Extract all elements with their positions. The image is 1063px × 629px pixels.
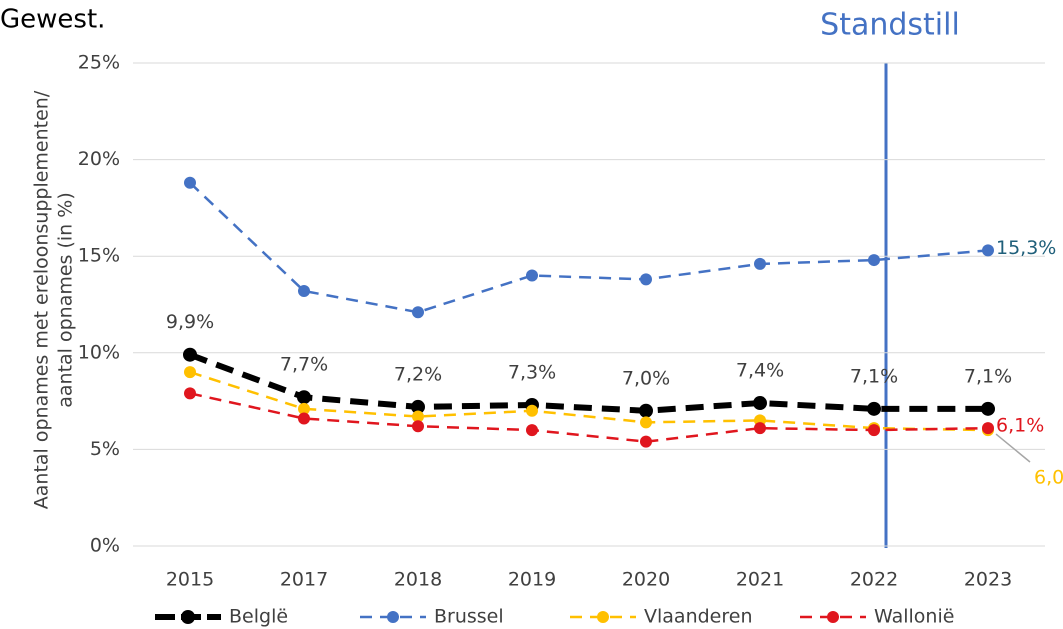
data-point bbox=[298, 284, 310, 297]
chart-title: Gewest. bbox=[0, 5, 105, 35]
data-label: 6,1% bbox=[996, 415, 1044, 437]
data-label: 7,7% bbox=[280, 354, 328, 376]
legend-label: Vlaanderen bbox=[644, 606, 752, 628]
x-tick-label: 2020 bbox=[622, 569, 670, 591]
data-point bbox=[526, 269, 538, 282]
data-label: 7,3% bbox=[508, 361, 556, 383]
data-point bbox=[640, 273, 652, 286]
y-tick-label: 10% bbox=[78, 341, 120, 363]
x-tick-label: 2021 bbox=[736, 569, 784, 591]
data-point bbox=[184, 176, 196, 189]
leader-line bbox=[995, 433, 1031, 463]
data-label: 7,0% bbox=[622, 367, 670, 389]
data-point bbox=[526, 404, 538, 417]
legend-marker bbox=[827, 611, 839, 623]
x-tick-label: 2022 bbox=[850, 569, 898, 591]
x-tick-label: 2019 bbox=[508, 569, 556, 591]
x-tick-label: 2018 bbox=[394, 569, 442, 591]
data-point bbox=[867, 401, 881, 416]
data-point bbox=[412, 306, 424, 319]
y-tick-label: 15% bbox=[78, 245, 120, 267]
data-point bbox=[412, 410, 424, 423]
y-tick-label: 0% bbox=[90, 535, 120, 557]
data-point bbox=[298, 412, 310, 425]
y-tick-label: 25% bbox=[78, 52, 120, 74]
data-point bbox=[753, 396, 767, 411]
annotation: Standstill bbox=[820, 8, 960, 43]
series-line bbox=[188, 351, 988, 414]
data-label: 7,4% bbox=[736, 360, 784, 382]
data-point bbox=[640, 416, 652, 429]
y-axis-label: aantal opnames (in %) bbox=[55, 192, 77, 408]
y-tick-label: 5% bbox=[90, 438, 120, 460]
series-line bbox=[189, 181, 989, 314]
legend-label: Wallonië bbox=[874, 606, 954, 628]
data-point bbox=[982, 422, 994, 435]
legend-marker bbox=[387, 611, 399, 623]
data-label: 6,0% bbox=[1034, 467, 1063, 489]
data-label: 9,9% bbox=[166, 311, 214, 333]
y-tick-label: 20% bbox=[78, 148, 120, 170]
data-point bbox=[868, 254, 880, 267]
legend-label: Brussel bbox=[434, 606, 504, 628]
data-label: 7,2% bbox=[394, 363, 442, 385]
data-label: 7,1% bbox=[850, 365, 898, 387]
data-point bbox=[298, 402, 310, 415]
data-point bbox=[754, 257, 766, 270]
data-point bbox=[640, 435, 652, 448]
legend-marker bbox=[597, 611, 609, 623]
data-point bbox=[184, 387, 196, 400]
data-point bbox=[868, 424, 880, 437]
data-label: 7,1% bbox=[964, 365, 1012, 387]
x-tick-label: 2023 bbox=[964, 569, 1012, 591]
data-point bbox=[297, 390, 311, 405]
data-point bbox=[754, 422, 766, 435]
data-label: 15,3% bbox=[996, 237, 1056, 259]
y-axis-label: Aantal opnames met ereloonsupplementen/ bbox=[31, 90, 53, 509]
data-point bbox=[412, 420, 424, 433]
x-tick-label: 2017 bbox=[280, 569, 328, 591]
x-tick-label: 2015 bbox=[166, 569, 214, 591]
series-line bbox=[189, 392, 989, 443]
data-point bbox=[981, 401, 995, 416]
data-point bbox=[982, 244, 994, 257]
data-point bbox=[411, 399, 425, 414]
data-point bbox=[639, 403, 653, 418]
data-point bbox=[183, 347, 197, 362]
data-point bbox=[184, 366, 196, 379]
series-line bbox=[189, 370, 989, 432]
legend-label: Belglë bbox=[229, 606, 288, 628]
data-point bbox=[526, 424, 538, 437]
legend-marker bbox=[181, 610, 195, 624]
